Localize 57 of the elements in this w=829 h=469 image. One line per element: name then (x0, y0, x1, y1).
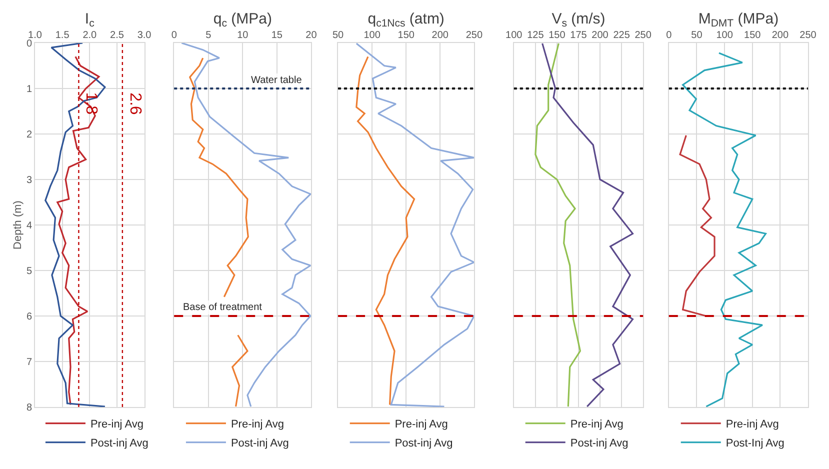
x-tick-label: 175 (570, 30, 588, 41)
x-tick-label: 50 (332, 30, 344, 41)
x-tick-label: 100 (716, 30, 734, 41)
x-tick-label: 10 (237, 30, 249, 41)
y-tick-label: 7 (26, 357, 32, 368)
ref-line-label: Water table (251, 75, 302, 86)
x-tick-label: 125 (527, 30, 544, 41)
x-tick-label: 5 (206, 30, 212, 41)
x-tick-label: 3.0 (137, 30, 152, 41)
y-tick-label: 2 (26, 130, 32, 140)
y-tick-label: 3 (26, 175, 32, 186)
x-tick-label: 150 (548, 30, 566, 41)
x-tick-label: 150 (744, 30, 762, 41)
x-axis-title: V$_{s}$ (m/s) (552, 10, 606, 30)
legend-label: Post-Inj Avg (726, 438, 784, 450)
legend-label: Pre-inj Avg (90, 418, 144, 431)
ref-line-label: Base of treatment (183, 302, 262, 313)
ref-line-label: 1.8 (82, 92, 100, 115)
x-tick-label: 0 (666, 30, 672, 41)
x-axis-title: q$_{c1Ncs}$ (atm) (368, 10, 444, 30)
x-tick-label: 2.5 (110, 30, 124, 41)
x-tick-label: 50 (691, 30, 703, 41)
x-tick-label: 1.5 (55, 30, 70, 41)
x-tick-label: 15 (271, 30, 283, 41)
x-axis-title: I$_{c}$ (84, 10, 94, 30)
x-tick-label: 200 (432, 30, 449, 41)
x-tick-label: 2.0 (82, 30, 98, 41)
legend-label: Post-inj Avg (90, 438, 148, 450)
x-axis-title: M$_{DMT}$ (MPa) (698, 10, 779, 30)
y-tick-label: 4 (26, 220, 32, 232)
x-tick-label: 250 (634, 30, 652, 41)
y-tick-label: 5 (26, 266, 32, 277)
x-tick-label: 20 (306, 30, 318, 41)
y-tick-label: 6 (26, 312, 32, 322)
y-tick-label: 1 (26, 84, 32, 95)
legend-label: Post-inj Avg (570, 438, 628, 450)
x-tick-label: 100 (364, 30, 381, 41)
legend-label: Pre-inj Avg (726, 418, 779, 431)
x-tick-label: 0 (171, 30, 178, 41)
x-tick-label: 150 (398, 30, 415, 41)
y-tick-label: 0 (26, 38, 32, 50)
y-tick-label: 8 (26, 402, 32, 414)
x-tick-label: 200 (772, 30, 789, 41)
legend-label: Pre-inj Avg (230, 418, 284, 431)
x-tick-label: 100 (506, 30, 523, 41)
x-tick-label: 200 (592, 30, 609, 41)
legend-label: Pre-inj Avg (394, 418, 448, 431)
ref-line-label: 2.6 (126, 92, 144, 115)
x-tick-label: 250 (466, 30, 483, 41)
x-tick-label: 225 (613, 30, 630, 41)
legend-label: Post-inj Avg (394, 438, 453, 450)
legend-label: Pre-inj Avg (570, 418, 624, 431)
y-axis-title: Depth (m) (12, 200, 24, 250)
x-tick-label: 250 (800, 30, 817, 41)
legend-label: Post-inj Avg (230, 438, 289, 450)
x-axis-title: q$_{c}$ (MPa) (213, 10, 272, 30)
x-tick-label: 1.0 (28, 30, 42, 41)
